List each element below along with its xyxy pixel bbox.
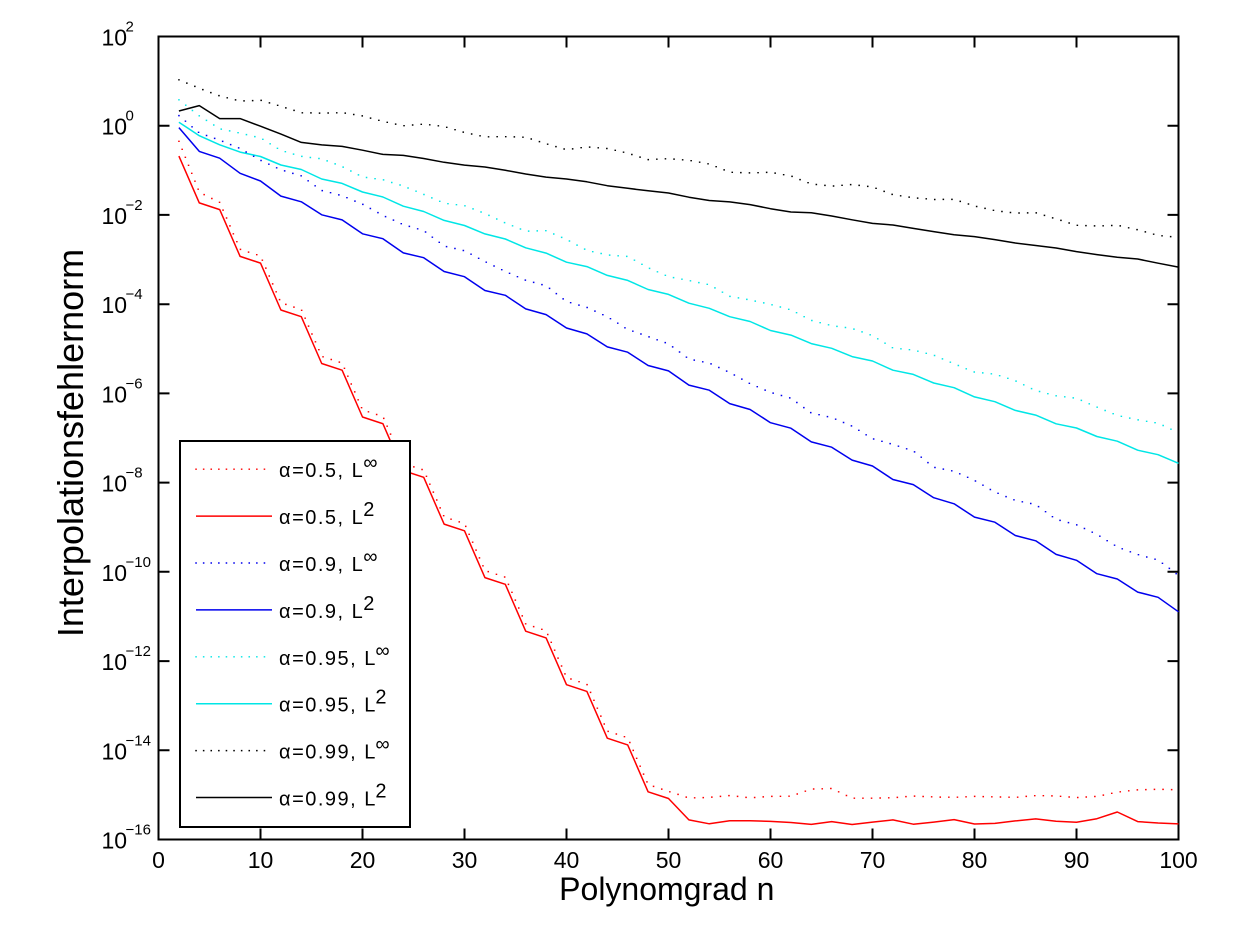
svg-text:10: 10: [102, 381, 128, 407]
svg-text:10: 10: [102, 560, 128, 586]
svg-text:0: 0: [126, 108, 134, 125]
svg-text:∞: ∞: [363, 452, 377, 474]
svg-text:−12: −12: [126, 643, 151, 660]
svg-text:Interpolationsfehlernorm: Interpolationsfehlernorm: [50, 249, 91, 637]
svg-text:70: 70: [860, 847, 886, 873]
svg-text:2: 2: [375, 781, 386, 803]
svg-text:α=0.95, L: α=0.95, L: [279, 695, 377, 717]
svg-text:2: 2: [363, 499, 374, 521]
svg-text:30: 30: [452, 847, 478, 873]
svg-text:∞: ∞: [375, 640, 389, 662]
svg-text:2: 2: [126, 19, 134, 36]
svg-text:60: 60: [758, 847, 784, 873]
svg-text:α=0.5, L: α=0.5, L: [279, 460, 364, 482]
svg-text:10: 10: [102, 114, 128, 140]
svg-text:10: 10: [102, 471, 128, 497]
svg-text:100: 100: [1159, 847, 1197, 873]
svg-text:α=0.99, L: α=0.99, L: [279, 789, 377, 811]
svg-text:10: 10: [102, 203, 128, 229]
svg-text:−10: −10: [126, 554, 151, 571]
svg-text:−2: −2: [126, 197, 143, 214]
svg-text:10: 10: [102, 649, 128, 675]
svg-text:10: 10: [102, 738, 128, 764]
svg-text:α=0.9, L: α=0.9, L: [279, 601, 364, 623]
svg-text:−16: −16: [126, 822, 151, 839]
svg-text:2: 2: [363, 593, 374, 615]
svg-text:2: 2: [375, 687, 386, 709]
svg-text:−6: −6: [126, 375, 143, 392]
svg-text:20: 20: [350, 847, 376, 873]
svg-text:−14: −14: [126, 732, 151, 749]
svg-text:α=0.5, L: α=0.5, L: [279, 507, 364, 529]
svg-text:−4: −4: [126, 286, 143, 303]
svg-text:10: 10: [102, 292, 128, 318]
svg-text:50: 50: [656, 847, 682, 873]
svg-text:40: 40: [554, 847, 580, 873]
svg-text:α=0.95, L: α=0.95, L: [279, 648, 377, 670]
svg-text:α=0.99, L: α=0.99, L: [279, 742, 377, 764]
svg-text:−8: −8: [126, 465, 143, 482]
svg-text:0: 0: [152, 847, 165, 873]
svg-text:10: 10: [102, 25, 128, 51]
svg-text:∞: ∞: [363, 546, 377, 568]
svg-text:∞: ∞: [375, 734, 389, 756]
svg-text:10: 10: [102, 828, 128, 854]
svg-text:90: 90: [1064, 847, 1090, 873]
svg-text:80: 80: [962, 847, 988, 873]
svg-text:Polynomgrad n: Polynomgrad n: [559, 871, 774, 907]
svg-text:10: 10: [248, 847, 274, 873]
svg-text:α=0.9, L: α=0.9, L: [279, 554, 364, 576]
